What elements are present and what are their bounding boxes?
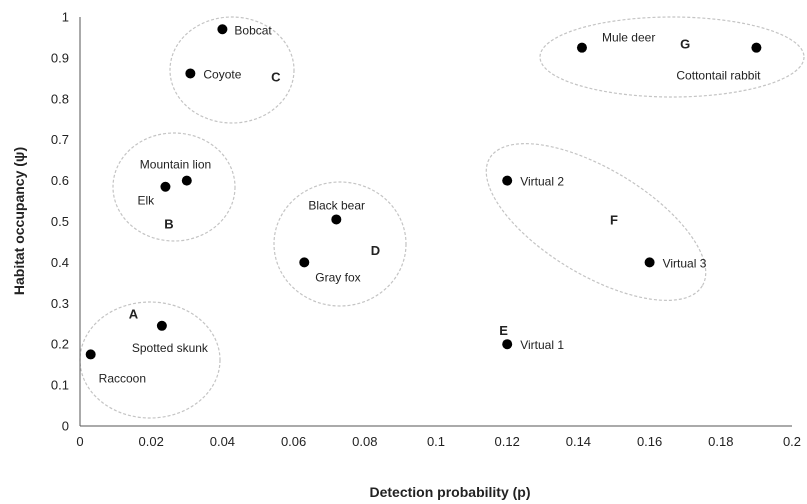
x-tick-label: 0.08 (352, 434, 377, 449)
data-points (85, 24, 762, 360)
y-axis-title: Habitat occupancy (ψ) (11, 147, 27, 295)
point-mountain-lion (181, 175, 192, 186)
y-tick-label: 0.1 (51, 378, 69, 393)
point-virtual-1 (502, 339, 513, 350)
y-tick-label: 0.7 (51, 132, 69, 147)
point-virtual-3 (644, 257, 655, 268)
point-label: Raccoon (99, 371, 146, 385)
y-tick-label: 0.3 (51, 296, 69, 311)
point-spotted-skunk (156, 320, 167, 331)
y-tick-label: 0 (62, 419, 69, 434)
point-label: Virtual 1 (520, 338, 564, 352)
cluster-outline-a (79, 301, 221, 419)
y-tick-label: 0.5 (51, 214, 69, 229)
y-tick-label: 0.6 (51, 173, 69, 188)
x-tick-label: 0.02 (139, 434, 164, 449)
point-elk (160, 181, 171, 192)
group-labels: A B C D E F G (129, 37, 691, 338)
cluster-outline-b (112, 132, 236, 242)
x-tick-label: 0.18 (708, 434, 733, 449)
cluster-outline-c (169, 16, 295, 124)
cluster-outline-g (539, 16, 805, 98)
point-label: Black bear (308, 198, 365, 212)
group-label-e: E (499, 323, 508, 338)
x-tick-label: 0.1 (427, 434, 445, 449)
group-label-c: C (271, 69, 281, 84)
point-virtual-2 (502, 175, 513, 186)
point-cottontail-rabbit (751, 42, 762, 53)
point-mule-deer (576, 42, 587, 53)
group-label-f: F (610, 212, 618, 227)
point-label: Mule deer (602, 31, 655, 45)
point-label: Virtual 3 (663, 256, 707, 270)
group-label-b: B (164, 217, 173, 232)
point-labels: Raccoon Spotted skunk Elk Mountain lion Bobc… (99, 23, 761, 385)
x-tick-label: 0 (76, 434, 83, 449)
point-label: Gray fox (315, 270, 360, 284)
x-tick-label: 0.12 (495, 434, 520, 449)
point-label: Cottontail rabbit (676, 69, 761, 83)
y-tick-label: 0.4 (51, 255, 69, 270)
y-tick-label: 0.9 (51, 50, 69, 65)
point-label: Bobcat (234, 23, 272, 37)
x-tick-label: 0.06 (281, 434, 306, 449)
point-black-bear (331, 214, 342, 225)
group-label-d: D (371, 243, 380, 258)
x-tick-label: 0.2 (783, 434, 801, 449)
point-raccoon (85, 349, 96, 360)
y-tick-labels: 0 0.1 0.2 0.3 0.4 0.5 0.6 0.7 0.8 0.9 1 (51, 10, 69, 434)
cluster-outline-d (273, 181, 407, 307)
y-tick-label: 0.8 (51, 91, 69, 106)
y-tick-label: 0.2 (51, 337, 69, 352)
point-label: Virtual 2 (520, 175, 564, 189)
x-tick-label: 0.14 (566, 434, 591, 449)
point-gray-fox (299, 257, 310, 268)
point-bobcat (217, 24, 228, 35)
point-label: Mountain lion (140, 158, 211, 172)
axes (79, 17, 792, 427)
group-label-a: A (129, 307, 139, 322)
x-tick-label: 0.04 (210, 434, 235, 449)
point-coyote (185, 68, 196, 79)
y-tick-label: 1 (62, 10, 69, 25)
group-label-g: G (680, 37, 690, 52)
x-tick-labels: 0 0.02 0.04 0.06 0.08 0.1 0.12 0.14 0.16 0.18 0.2 (76, 434, 801, 449)
point-label: Coyote (203, 67, 241, 81)
cluster-outline-f (485, 143, 707, 301)
x-tick-label: 0.16 (637, 434, 662, 449)
point-label: Spotted skunk (132, 341, 209, 355)
point-label: Elk (137, 194, 155, 208)
x-axis-title: Detection probability (p) (370, 484, 531, 500)
